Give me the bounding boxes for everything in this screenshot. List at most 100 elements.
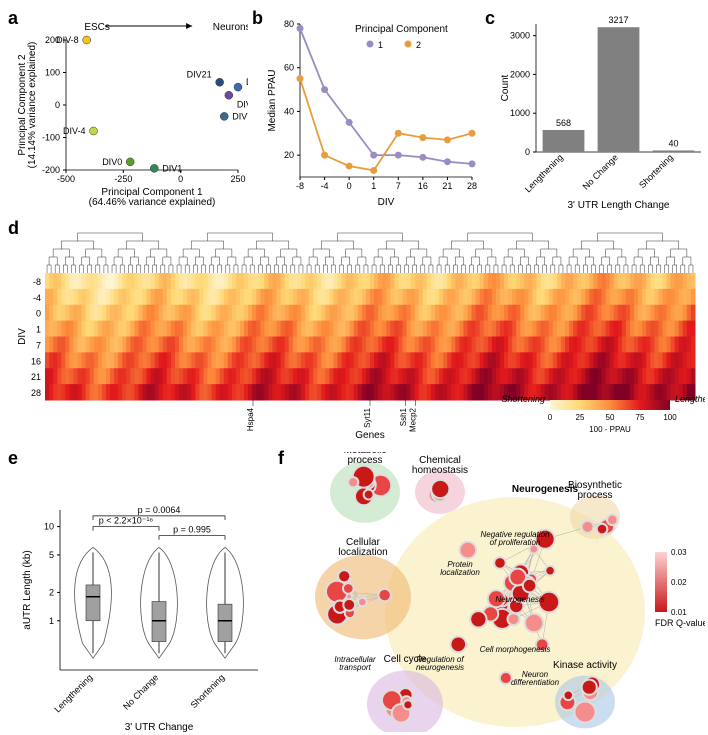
svg-text:100: 100 [663, 413, 677, 422]
svg-text:0: 0 [525, 147, 530, 157]
svg-text:Kinase activity: Kinase activity [553, 660, 617, 671]
svg-text:-200: -200 [42, 165, 60, 175]
svg-text:40: 40 [284, 106, 294, 116]
svg-text:-500: -500 [57, 174, 75, 184]
svg-text:75: 75 [636, 413, 645, 422]
svg-text:3' UTR Change: 3' UTR Change [125, 722, 194, 733]
svg-text:25: 25 [576, 413, 585, 422]
svg-text:20: 20 [284, 150, 294, 160]
svg-text:DIV-8: DIV-8 [56, 35, 79, 45]
svg-text:DIV: DIV [17, 328, 28, 345]
svg-text:-8: -8 [33, 277, 41, 287]
svg-text:0: 0 [548, 413, 553, 422]
svg-text:60: 60 [284, 63, 294, 73]
svg-text:Regulation ofneurogenesis: Regulation ofneurogenesis [416, 655, 464, 672]
panel-b-label: b [252, 8, 263, 29]
svg-text:Cell morphogenesis: Cell morphogenesis [480, 645, 551, 654]
svg-text:28: 28 [467, 181, 477, 191]
svg-text:0.01: 0.01 [671, 608, 687, 617]
svg-text:1: 1 [36, 325, 41, 335]
svg-text:DIV21: DIV21 [187, 69, 212, 79]
svg-text:2: 2 [416, 40, 421, 50]
svg-text:3' UTR Length Change: 3' UTR Length Change [568, 200, 670, 211]
svg-text:0: 0 [55, 100, 60, 110]
svg-text:-100: -100 [42, 133, 60, 143]
svg-text:0: 0 [178, 174, 183, 184]
svg-text:FDR Q-value: FDR Q-value [655, 618, 705, 628]
svg-text:5: 5 [49, 550, 54, 560]
svg-text:568: 568 [556, 118, 571, 128]
panel-c-label: c [485, 8, 495, 29]
heatmap: -8 -4 0 1 7 16 21 28 DIV Hspa4 Syt11 Mecp2Ssh1 Genes… [15, 225, 705, 440]
svg-text:3000: 3000 [510, 31, 530, 41]
svg-text:1: 1 [378, 40, 383, 50]
panel-e-label: e [8, 448, 18, 469]
svg-text:Hspa4: Hspa4 [246, 407, 255, 431]
svg-text:Mecp2: Mecp2 [409, 407, 418, 432]
svg-text:DIV16: DIV16 [246, 77, 248, 87]
svg-text:Median PPAU: Median PPAU [267, 69, 278, 131]
svg-text:16: 16 [418, 181, 428, 191]
svg-text:1: 1 [49, 616, 54, 626]
svg-text:3217: 3217 [608, 15, 628, 25]
svg-text:DIV28: DIV28 [237, 99, 248, 109]
svg-text:40: 40 [668, 138, 678, 148]
violin-plot: 1 2 5 10 aUTR Length (kb) Lengthening No Chang… [18, 455, 268, 735]
svg-text:aUTR Length (kb): aUTR Length (kb) [22, 550, 33, 629]
svg-text:2: 2 [49, 587, 54, 597]
svg-text:0.03: 0.03 [671, 548, 687, 557]
svg-text:Syt11: Syt11 [363, 407, 372, 427]
svg-text:DIV1: DIV1 [162, 163, 182, 173]
svg-text:1000: 1000 [510, 108, 530, 118]
panel-a-label: a [8, 8, 18, 29]
svg-text:1: 1 [371, 181, 376, 191]
svg-text:100: 100 [45, 68, 60, 78]
svg-text:Count: Count [500, 74, 511, 101]
svg-text:(64.46% variance explained): (64.46% variance explained) [89, 197, 216, 208]
svg-text:21: 21 [442, 181, 452, 191]
svg-text:21: 21 [31, 372, 41, 382]
svg-text:0.02: 0.02 [671, 578, 687, 587]
svg-text:-250: -250 [114, 174, 132, 184]
svg-text:DIV-4: DIV-4 [63, 126, 86, 136]
svg-text:50: 50 [606, 413, 615, 422]
svg-text:-8: -8 [296, 181, 304, 191]
svg-text:-4: -4 [321, 181, 329, 191]
svg-text:80: 80 [284, 19, 294, 29]
svg-text:16: 16 [31, 356, 41, 366]
svg-text:2000: 2000 [510, 69, 530, 79]
svg-text:DIV7: DIV7 [232, 111, 248, 121]
svg-text:Shortening: Shortening [501, 394, 545, 404]
svg-text:Lengthening: Lengthening [523, 152, 565, 194]
bar-chart: 0 1000 2000 3000 568 Lengthening 3217 No Change… [498, 12, 706, 212]
svg-text:-4: -4 [33, 293, 41, 303]
svg-text:Chemicalhomeostasis: Chemicalhomeostasis [412, 455, 468, 476]
svg-text:0: 0 [347, 181, 352, 191]
svg-text:DIV0: DIV0 [102, 157, 122, 167]
svg-text:Shortening: Shortening [189, 672, 227, 710]
svg-text:7: 7 [36, 340, 41, 350]
pca-scatter: -500-2500250-200-1000100200Principal Com… [18, 12, 248, 212]
svg-text:ESCs: ESCs [84, 22, 110, 33]
svg-text:No Change: No Change [121, 672, 160, 711]
svg-text:100 - PPAU: 100 - PPAU [589, 425, 631, 434]
svg-text:Metabolicprocess: Metabolicprocess [344, 452, 387, 466]
svg-text:No Change: No Change [581, 152, 620, 191]
multi-panel-figure: a -500-2500250-200-1000100200Principal C… [0, 0, 708, 733]
svg-text:Principal Component 2(14.14% v: Principal Component 2(14.14% variance ex… [18, 42, 38, 169]
line-chart: -8-401716212820406080DIVMedian PPAUPrinc… [265, 12, 480, 212]
network-diagram: Metabolicprocess Chemicalhomeostasis Neuro… [285, 452, 705, 732]
svg-text:28: 28 [31, 388, 41, 398]
svg-text:Shortening: Shortening [637, 152, 675, 190]
svg-text:Neurogenesis: Neurogenesis [495, 595, 544, 604]
svg-text:Lengthening: Lengthening [52, 672, 94, 714]
svg-text:7: 7 [396, 181, 401, 191]
svg-text:p = 0.995: p = 0.995 [173, 525, 211, 535]
svg-text:Cellularlocalization: Cellularlocalization [338, 537, 387, 558]
svg-text:10: 10 [44, 522, 54, 532]
svg-text:Biosyntheticprocess: Biosyntheticprocess [568, 480, 622, 501]
svg-text:p < 2.2×10⁻¹⁶: p < 2.2×10⁻¹⁶ [99, 516, 154, 526]
svg-text:0: 0 [36, 309, 41, 319]
svg-text:Ssh1: Ssh1 [399, 407, 408, 426]
svg-text:Genes: Genes [355, 430, 384, 440]
